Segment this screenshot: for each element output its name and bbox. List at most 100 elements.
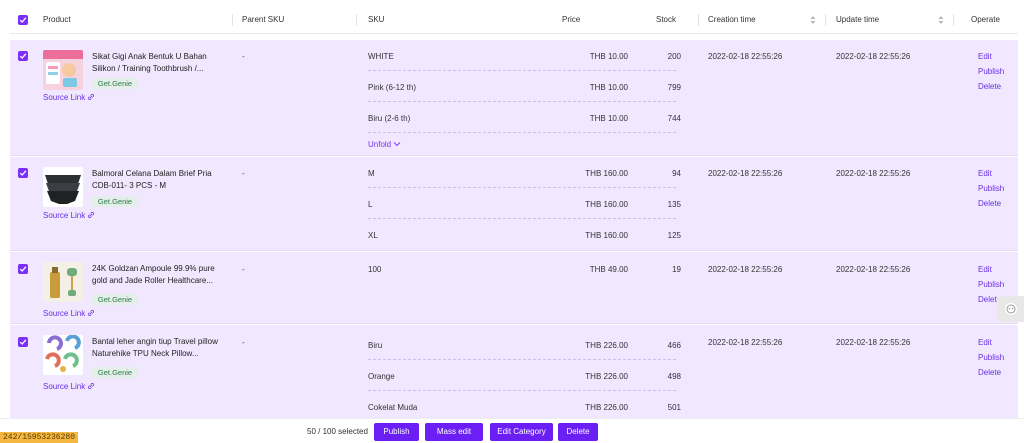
variant-divider (368, 101, 676, 102)
price-value: THB 160.00 (585, 169, 628, 178)
underwear-product-image (43, 167, 83, 207)
source-link[interactable]: Source Link (43, 211, 95, 220)
unfold-label: Unfold (368, 140, 392, 149)
row-actions: Edit Publish Delete (978, 265, 1014, 310)
publish-link[interactable]: Publish (978, 184, 1005, 193)
source-link[interactable]: Source Link (43, 382, 95, 391)
product-thumbnail[interactable] (43, 50, 83, 90)
edit-category-button[interactable]: Edit Category (490, 423, 553, 441)
edit-link[interactable]: Edit (978, 338, 992, 347)
price-value: THB 226.00 (585, 403, 628, 412)
creation-time: 2022-02-18 22:55:26 (708, 338, 783, 347)
row-actions: Edit Publish Delete (978, 338, 1014, 383)
mass-edit-button[interactable]: Mass edit (425, 423, 483, 441)
row-checkbox[interactable] (18, 337, 28, 347)
bulk-action-bar: 50 / 100 selected Publish Mass edit Edit… (0, 418, 1024, 443)
col-parent-sku: Parent SKU (242, 15, 285, 24)
neck-pillow-product-image (43, 335, 83, 375)
source-tag: Get.Genie (92, 78, 138, 89)
link-icon (88, 211, 95, 219)
publish-link[interactable]: Publish (978, 353, 1005, 362)
col-product: Product (43, 15, 71, 24)
sort-icon[interactable] (810, 15, 816, 25)
checkbox-checked-icon (19, 17, 27, 23)
select-all-checkbox[interactable] (18, 15, 28, 25)
price-value: THB 226.00 (585, 372, 628, 381)
price-value: THB 49.00 (589, 265, 628, 274)
source-link[interactable]: Source Link (43, 93, 95, 102)
source-link[interactable]: Source Link (43, 309, 95, 318)
source-tag: Get.Genie (92, 294, 138, 305)
parent-sku: - (242, 52, 245, 61)
sku-variant: Biru THB 226.00 466 (368, 338, 681, 369)
selected-count: 50 / 100 selected (307, 427, 368, 436)
delete-link[interactable]: Delete (978, 368, 1002, 377)
product-thumbnail[interactable] (43, 262, 83, 302)
variant-divider (368, 132, 676, 133)
product-name[interactable]: 24K Goldzan Ampoule 99.9% pure gold and … (92, 264, 215, 285)
sku-value: Biru (368, 341, 383, 350)
sort-icon[interactable] (938, 15, 944, 25)
edit-link[interactable]: Edit (978, 265, 992, 274)
product-name[interactable]: Sikat Gigi Anak Bentuk U Bahan Silikon /… (92, 52, 207, 73)
creation-time: 2022-02-18 22:55:26 (708, 52, 783, 61)
edit-link[interactable]: Edit (978, 169, 992, 178)
source-tag: Get.Genie (92, 367, 138, 378)
source-link-label: Source Link (43, 211, 86, 220)
col-divider (825, 14, 826, 26)
sku-value: 100 (368, 265, 382, 274)
source-link-label: Source Link (43, 382, 86, 391)
sku-value: L (368, 200, 373, 209)
stock-value: 19 (672, 265, 681, 274)
delete-link[interactable]: Delete (978, 82, 1002, 91)
row-actions: Edit Publish Delete (978, 169, 1014, 214)
price-value: THB 10.00 (589, 83, 628, 92)
edit-link[interactable]: Edit (978, 52, 992, 61)
col-divider (232, 14, 233, 26)
product-name[interactable]: Balmoral Celana Dalam Brief Pria CDB-011… (92, 169, 212, 190)
row-actions: Edit Publish Delete (978, 52, 1014, 97)
chat-widget[interactable] (997, 296, 1024, 322)
toothbrush-product-image (43, 50, 83, 90)
checkbox-checked-icon (19, 266, 27, 272)
chevron-down-icon (394, 142, 401, 147)
unfold-toggle[interactable]: Unfold (368, 140, 401, 149)
row-checkbox[interactable] (18, 51, 28, 61)
link-icon (88, 309, 95, 317)
table-row: Balmoral Celana Dalam Brief Pria CDB-011… (10, 157, 1018, 251)
col-creation-time[interactable]: Creation time (708, 15, 756, 24)
table-row: Sikat Gigi Anak Bentuk U Bahan Silikon /… (10, 40, 1018, 156)
product-thumbnail[interactable] (43, 335, 83, 375)
sku-variant: 100 THB 49.00 19 (368, 262, 681, 293)
sku-variant: WHITE THB 10.00 200 (368, 49, 681, 80)
update-time: 2022-02-18 22:55:26 (836, 52, 911, 61)
publish-link[interactable]: Publish (978, 280, 1005, 289)
col-divider (698, 14, 699, 26)
sku-variant: L THB 160.00 135 (368, 197, 681, 228)
delete-link[interactable]: Delete (978, 295, 1002, 304)
stock-value: 135 (667, 200, 681, 209)
row-checkbox[interactable] (18, 168, 28, 178)
table-header: Product Parent SKU SKU Price Stock Creat… (10, 6, 1018, 34)
col-update-time[interactable]: Update time (836, 15, 880, 24)
publish-button[interactable]: Publish (374, 423, 419, 441)
variant-divider (368, 359, 676, 360)
stock-value: 498 (667, 372, 681, 381)
stock-value: 501 (667, 403, 681, 412)
col-divider (356, 14, 357, 26)
checkbox-checked-icon (19, 170, 27, 176)
delete-link[interactable]: Delete (978, 199, 1002, 208)
stock-value: 799 (667, 83, 681, 92)
product-thumbnail[interactable] (43, 167, 83, 207)
chat-widget-icon (1005, 303, 1017, 315)
delete-button[interactable]: Delete (558, 423, 598, 441)
parent-sku: - (242, 265, 245, 274)
row-checkbox[interactable] (18, 264, 28, 274)
sku-value: Biru (2-6 th) (368, 114, 411, 123)
sku-value: M (368, 169, 375, 178)
product-name[interactable]: Bantal leher angin tiup Travel pillow Na… (92, 337, 218, 358)
table-row: Bantal leher angin tiup Travel pillow Na… (10, 325, 1018, 425)
stock-value: 466 (667, 341, 681, 350)
publish-link[interactable]: Publish (978, 67, 1005, 76)
variant-divider (368, 70, 676, 71)
